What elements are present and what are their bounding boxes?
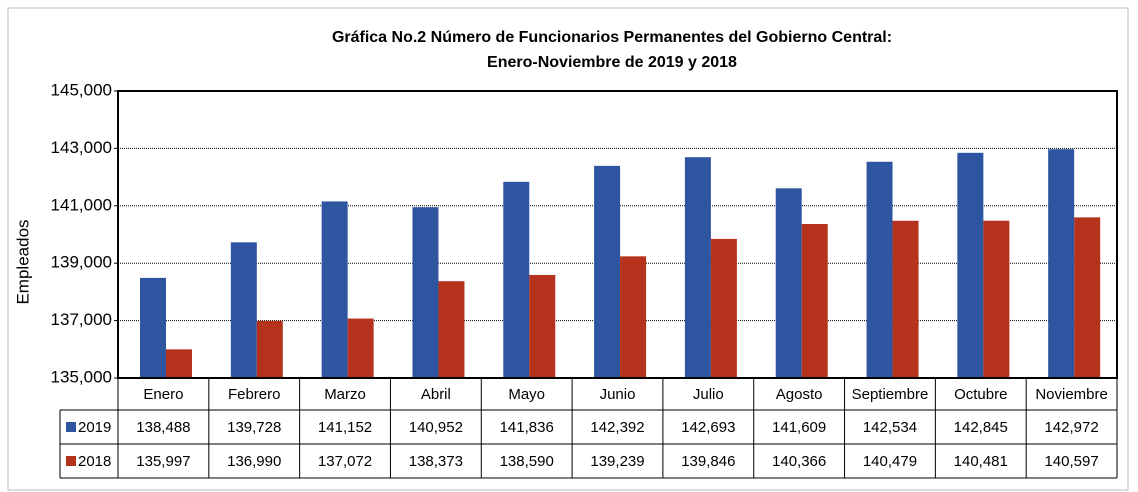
table-value: 138,373 [409,453,463,470]
bar [710,238,737,378]
table-value: 141,609 [772,419,826,436]
y-tick-label: 139,000 [51,253,112,272]
bar [256,320,283,378]
table-value: 140,481 [954,453,1008,470]
bar [620,256,647,378]
table-value: 141,152 [318,419,372,436]
y-tick-label: 141,000 [51,195,112,214]
table-value: 142,972 [1044,419,1098,436]
bar [503,181,530,378]
table-value: 140,479 [863,453,917,470]
table-value: 142,693 [681,419,735,436]
plot-border [117,90,1118,379]
x-tick-label: Agosto [776,386,823,403]
bar [140,277,166,378]
x-tick-label: Enero [143,386,183,403]
bar [412,207,439,378]
bar [230,242,257,378]
table-value: 142,534 [863,419,917,436]
x-tick-label: Noviembre [1035,386,1108,403]
x-tick-label: Febrero [228,386,281,403]
y-tick-label: 137,000 [51,310,112,329]
bar [801,223,828,378]
table-value: 135,997 [136,453,190,470]
table-value: 141,836 [500,419,554,436]
x-tick-label: Marzo [324,386,366,403]
x-tick-label: Junio [600,386,636,403]
bar [321,201,348,378]
table-value: 140,952 [409,419,463,436]
table-value: 139,728 [227,419,281,436]
table-value: 142,392 [590,419,644,436]
table-value: 139,239 [590,453,644,470]
y-tick-label: 143,000 [51,138,112,157]
bar [684,157,711,378]
table-value: 137,072 [318,453,372,470]
bar [1048,149,1075,378]
table-value: 138,488 [136,419,190,436]
table-value: 142,845 [954,419,1008,436]
bar [983,220,1010,378]
bar [347,318,374,378]
x-tick-label: Abril [421,386,451,403]
table-value: 140,597 [1044,453,1098,470]
bar [438,281,465,378]
chart-title: Gráfica No.2 Número de Funcionarios Perm… [332,29,892,46]
table-value: 138,590 [500,453,554,470]
y-tick-label: 145,000 [51,80,112,99]
legend-label: 2018 [78,453,111,470]
x-tick-label: Mayo [508,386,545,403]
legend-label: 2019 [78,419,111,436]
chart-title: Enero-Noviembre de 2019 y 2018 [487,54,737,71]
chart-border [7,7,1129,491]
bar [594,165,621,378]
legend-swatch [66,456,76,466]
bar [957,152,984,378]
legend-swatch [66,422,76,432]
y-axis-label: Empleados [13,219,32,304]
table-value: 140,366 [772,453,826,470]
bar [1074,217,1101,378]
y-tick-label: 135,000 [51,367,112,386]
bar [166,349,192,378]
x-tick-label: Julio [693,386,724,403]
bar [775,188,802,378]
bar [892,220,919,378]
x-tick-label: Octubre [954,386,1007,403]
x-tick-label: Septiembre [852,386,929,403]
bar [529,274,556,378]
bar [866,161,893,378]
table-value: 136,990 [227,453,281,470]
table-value: 139,846 [681,453,735,470]
